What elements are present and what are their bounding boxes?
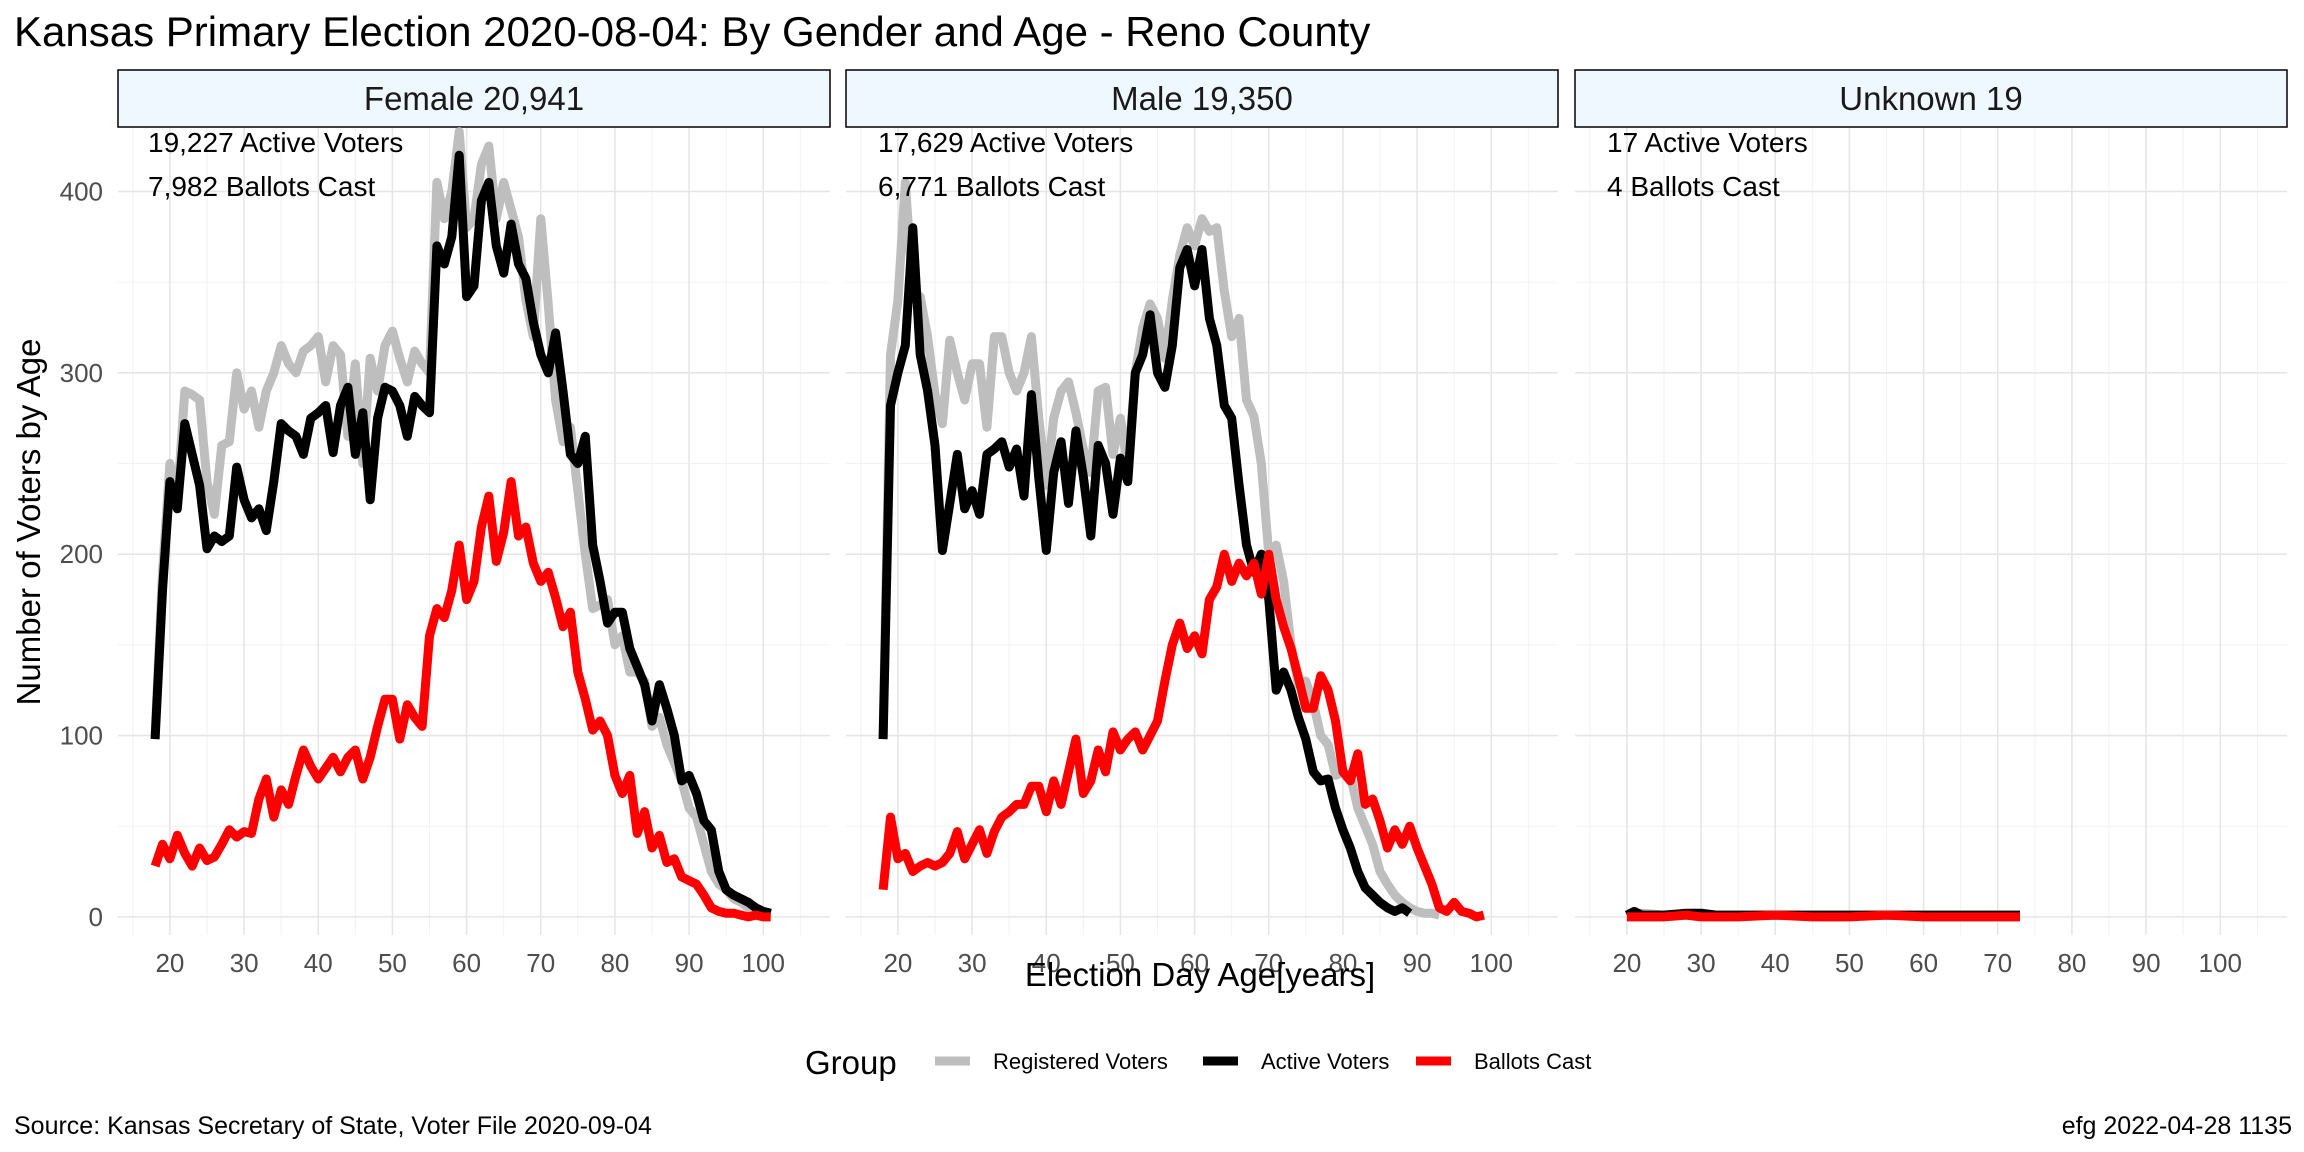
panel-annotation: 4 Ballots Cast (1607, 171, 1780, 202)
strip-label: Female 20,941 (364, 80, 584, 117)
x-tick-label: 20 (155, 948, 184, 978)
strip-background (1574, 69, 2288, 128)
x-tick-label: 70 (526, 948, 555, 978)
panel-1: Female 20,941 20 30 40 50 60 70 80 90 100 0 100 200 3… (60, 69, 831, 978)
legend-label: Active Voters (1261, 1049, 1389, 1074)
legend-title: Group (805, 1044, 897, 1081)
series-line-active-voters (150, 150, 772, 918)
source-caption: Source: Kansas Secretary of State, Voter… (14, 1112, 652, 1140)
legend-label: Ballots Cast (1474, 1049, 1591, 1074)
y-axis-title: Number of Voters by Age (10, 339, 47, 706)
panel-annotation: 6,771 Ballots Cast (878, 171, 1105, 202)
chart-title: Kansas Primary Election 2020-08-04: By G… (14, 8, 1370, 55)
x-tick-label: 40 (1761, 948, 1790, 978)
y-tick-label: 0 (89, 902, 103, 932)
x-tick-label: 100 (2199, 948, 2242, 978)
panel-annotation: 19,227 Active Voters (148, 127, 403, 158)
panel-annotation: 17 Active Voters (1607, 127, 1808, 158)
series-line-active-voters (878, 223, 1413, 917)
x-tick-label: 30 (1687, 948, 1716, 978)
series-line-ballots-cast (1626, 910, 2020, 922)
x-tick-label: 50 (1106, 948, 1135, 978)
y-tick-label: 300 (60, 358, 103, 388)
x-tick-label: 30 (230, 948, 259, 978)
timestamp-caption: efg 2022-04-28 1135 (2062, 1112, 2292, 1140)
legend-item: Ballots Cast (1416, 1049, 1591, 1074)
x-tick-label: 70 (1254, 948, 1283, 978)
panel-annotation: 17,629 Active Voters (878, 127, 1133, 158)
series-line-ballots-cast (150, 477, 771, 922)
x-tick-label: 100 (1470, 948, 1513, 978)
panel-2: Male 19,350 20 30 40 50 60 70 80 90 100 17,629 Act… (845, 69, 1559, 978)
series-line-ballots-cast (878, 549, 1485, 922)
strip-background (845, 69, 1559, 128)
x-tick-label: 80 (2057, 948, 2086, 978)
strip-label: Unknown 19 (1839, 80, 2022, 117)
legend: Group Registered Voters Active Voters Ball… (805, 1044, 1591, 1081)
x-tick-label: 60 (452, 948, 481, 978)
x-tick-label: 90 (675, 948, 704, 978)
x-tick-label: 40 (304, 948, 333, 978)
strip-label: Male 19,350 (1111, 80, 1293, 117)
x-tick-label: 90 (1403, 948, 1432, 978)
x-tick-label: 80 (600, 948, 629, 978)
x-tick-label: 30 (958, 948, 987, 978)
legend-item: Active Voters (1203, 1049, 1389, 1074)
y-tick-label: 400 (60, 176, 103, 206)
x-tick-label: 80 (1328, 948, 1357, 978)
legend-item: Registered Voters (935, 1049, 1168, 1074)
legend-label: Registered Voters (993, 1049, 1168, 1074)
strip-background (117, 69, 831, 128)
x-tick-label: 20 (883, 948, 912, 978)
facet-panels: Female 20,941 20 30 40 50 60 70 80 90 100 0 100 200 3… (60, 69, 2288, 978)
x-tick-label: 70 (1983, 948, 2012, 978)
x-axis-title: Election Day Age[years] (1025, 956, 1375, 993)
x-tick-label: 50 (378, 948, 407, 978)
panel-3: Unknown 19 20 30 40 50 60 70 80 90 100 17 Active V… (1574, 69, 2288, 978)
y-tick-label: 100 (60, 721, 103, 751)
y-tick-label: 200 (60, 539, 103, 569)
panel-annotation: 7,982 Ballots Cast (148, 171, 375, 202)
x-tick-label: 40 (1032, 948, 1061, 978)
x-tick-label: 90 (2132, 948, 2161, 978)
x-tick-label: 60 (1180, 948, 1209, 978)
x-tick-label: 20 (1612, 948, 1641, 978)
x-tick-label: 50 (1835, 948, 1864, 978)
x-tick-label: 60 (1909, 948, 1938, 978)
x-tick-label: 100 (742, 948, 785, 978)
